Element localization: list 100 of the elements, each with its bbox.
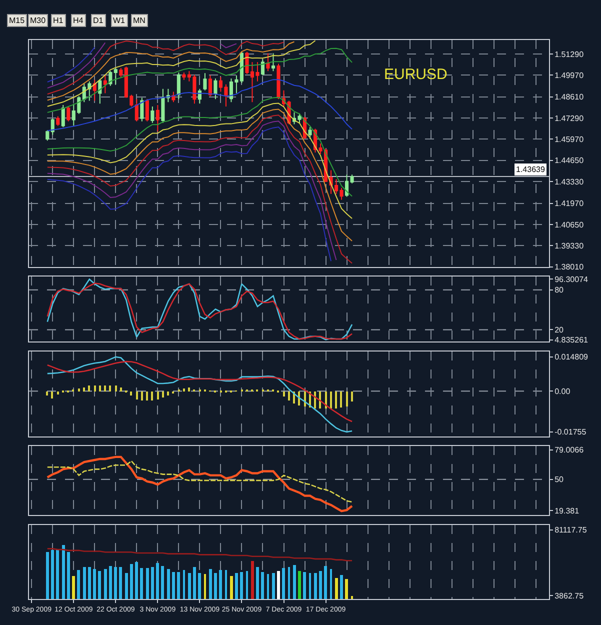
bar xyxy=(330,569,332,599)
bar xyxy=(309,573,311,599)
y-tick-label: 96.30074 xyxy=(554,274,589,284)
bar xyxy=(135,562,138,599)
bar xyxy=(109,566,112,599)
line-series xyxy=(46,108,353,242)
bar xyxy=(72,576,75,599)
bar xyxy=(267,574,269,599)
y-tick-label: 0.014809 xyxy=(554,352,589,362)
bar xyxy=(214,573,217,599)
bar xyxy=(161,566,164,599)
y-tick-label: 50 xyxy=(554,475,564,484)
candlestick xyxy=(198,88,202,104)
line-series xyxy=(46,48,353,113)
bar xyxy=(282,568,285,599)
bar xyxy=(288,567,290,599)
bar xyxy=(204,574,206,599)
bar xyxy=(140,568,143,599)
bar xyxy=(335,578,338,599)
bar xyxy=(93,569,96,599)
bar xyxy=(209,569,212,599)
line-series xyxy=(46,460,353,503)
y-tick-label: 1.51290 xyxy=(554,50,584,59)
candlestick xyxy=(260,58,265,76)
bar xyxy=(77,570,80,599)
candlestick xyxy=(103,74,107,94)
text: H4 xyxy=(73,16,84,25)
candlestick xyxy=(161,88,165,124)
line-series xyxy=(46,46,96,82)
bar xyxy=(56,549,59,599)
text: M30 xyxy=(30,16,46,25)
candlestick xyxy=(145,98,149,122)
bar xyxy=(246,571,248,599)
bar xyxy=(188,573,191,599)
bar xyxy=(146,568,149,599)
bar xyxy=(67,552,70,599)
bar xyxy=(219,570,222,599)
bar xyxy=(240,572,243,599)
y-tick-label: 1.39330 xyxy=(554,241,584,250)
candlestick xyxy=(276,63,280,100)
bar xyxy=(340,575,343,599)
line-series xyxy=(46,40,284,95)
candlestick xyxy=(266,52,270,72)
bar xyxy=(51,550,54,599)
y-tick-label: 20 xyxy=(554,326,564,335)
candlestick xyxy=(61,104,65,128)
bar xyxy=(251,561,254,599)
bar xyxy=(272,573,275,599)
y-tick-label: 79.0066 xyxy=(554,446,584,455)
y-tick-label: 81117.75 xyxy=(554,526,588,535)
bar xyxy=(225,570,227,599)
bar xyxy=(235,573,238,599)
bar xyxy=(198,573,201,599)
bar xyxy=(156,563,159,599)
line-series xyxy=(46,41,295,101)
bar xyxy=(46,552,49,599)
line-series xyxy=(46,548,353,562)
bar xyxy=(298,571,301,599)
line-series xyxy=(46,96,353,197)
candlestick xyxy=(119,68,123,78)
text: D1 xyxy=(93,16,104,25)
bar xyxy=(172,572,175,599)
bar xyxy=(130,564,133,599)
bar xyxy=(88,567,91,599)
y-tick-label: 19.381 xyxy=(554,506,580,516)
candlestick xyxy=(50,118,54,136)
bar xyxy=(83,567,86,599)
candlestick xyxy=(140,97,144,122)
bar xyxy=(119,567,122,599)
annotation: EURUSD xyxy=(384,66,448,83)
bar xyxy=(261,572,264,599)
y-tick-label: 1.48610 xyxy=(554,92,584,102)
bar xyxy=(319,571,322,599)
bar xyxy=(293,565,296,599)
candlestick xyxy=(46,130,50,142)
candlestick xyxy=(182,72,186,80)
bar xyxy=(98,571,101,599)
bar xyxy=(351,596,353,599)
y-tick-label: 1.40650 xyxy=(554,220,584,230)
text: MN xyxy=(133,16,146,25)
bar xyxy=(167,569,170,599)
y-tick-label: 1.43330 xyxy=(554,177,584,186)
bar xyxy=(104,569,107,599)
y-tick-label: 4.835261 xyxy=(554,336,589,345)
candlestick xyxy=(98,78,102,104)
y-tick-label: 1.41970 xyxy=(554,199,584,208)
candlestick xyxy=(214,78,218,100)
bar xyxy=(345,579,348,599)
candlestick xyxy=(56,116,60,126)
candlestick xyxy=(203,72,207,91)
bar xyxy=(277,571,280,599)
y-tick-label: 1.47290 xyxy=(554,114,584,123)
y-tick-label: 1.44650 xyxy=(554,156,584,166)
bar xyxy=(193,567,196,599)
bar xyxy=(62,545,65,599)
bar xyxy=(303,572,306,599)
bar xyxy=(314,573,317,599)
text: M15 xyxy=(9,16,26,25)
candlestick xyxy=(66,106,70,122)
ref-line-label: 1.43639 xyxy=(516,165,546,174)
